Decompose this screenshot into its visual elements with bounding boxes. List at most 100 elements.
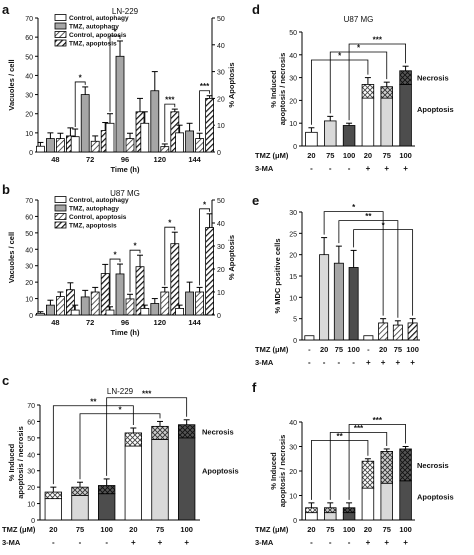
y-tick-label: 15 <box>289 274 297 281</box>
ma-value: + <box>384 538 389 547</box>
ma-value: + <box>384 164 389 173</box>
y2-axis-label: % Apoptosis <box>227 235 236 280</box>
tmz-value: 75 <box>156 525 164 534</box>
tmz-value: 20 <box>129 525 137 534</box>
tmz-row-label: TMZ (μM) <box>2 525 36 534</box>
bar <box>160 146 170 153</box>
tmz-value: 20 <box>307 525 315 534</box>
y-axis-label: % MDC positive cells <box>273 238 282 313</box>
x-tick-label: 48 <box>51 318 59 327</box>
tmz-value: 20 <box>320 345 328 354</box>
bar <box>363 335 374 341</box>
significance-bracket <box>199 90 210 132</box>
bar <box>185 291 195 316</box>
significance-label: *** <box>165 96 175 105</box>
significance-label: * <box>118 405 122 414</box>
bar-apoptosis <box>324 512 337 521</box>
ma-value: - <box>310 164 313 173</box>
y-tick-label: 10 <box>27 502 35 509</box>
x-tick-label: 96 <box>121 155 129 164</box>
y-tick-label: 60 <box>25 214 33 221</box>
bar-necrosis <box>399 448 412 482</box>
y-tick-label: 40 <box>25 247 33 254</box>
y-tick-label: 20 <box>289 253 297 260</box>
y-tick-label: 60 <box>25 35 33 42</box>
y2-tick-label: 50 <box>217 16 225 23</box>
bar-necrosis <box>399 70 412 85</box>
bar <box>56 138 65 153</box>
significance-label: ** <box>90 397 97 406</box>
bar-apoptosis <box>305 131 318 147</box>
tmz-value: 20 <box>379 345 387 354</box>
significance-bracket <box>199 208 210 286</box>
bar-apoptosis <box>361 487 375 521</box>
tmz-row-label: TMZ (μM) <box>255 525 289 534</box>
tmz-value: 75 <box>76 525 84 534</box>
significance-bracket <box>109 35 121 112</box>
significance-label: * <box>168 219 172 228</box>
legend-label: TMZ, apoptosis <box>69 41 117 48</box>
y-tick-label: 50 <box>289 30 297 37</box>
legend-label: Control, apoptosis <box>69 214 127 221</box>
ma-value: + <box>403 538 408 547</box>
bar <box>407 322 418 341</box>
significance-bracket <box>109 258 121 305</box>
tmz-value: 20 <box>307 151 315 160</box>
y-tick-label: 0 <box>29 313 33 320</box>
tmz-value: 75 <box>335 345 343 354</box>
significance-label: *** <box>373 416 383 425</box>
ma-value: - <box>79 538 82 547</box>
bar-necrosis <box>98 485 116 495</box>
y-tick-label: 70 <box>27 403 35 410</box>
y2-tick-label: 50 <box>217 198 225 205</box>
y2-tick-label: 20 <box>217 96 225 103</box>
bar-apoptosis <box>342 125 356 147</box>
y2-axis-label: % Apoptosis <box>227 62 236 107</box>
y-tick-label: 50 <box>25 54 33 61</box>
y-tick-label: 20 <box>25 112 33 119</box>
y-tick-label: 30 <box>289 76 297 83</box>
legend-swatch <box>54 14 67 21</box>
y-axis-label: apoptosis / necrosis <box>16 426 25 499</box>
tmz-value: 100 <box>100 525 113 534</box>
necrosis-label: Necrosis <box>202 427 234 436</box>
panel-letter: f <box>252 380 257 395</box>
necrosis-label: Necrosis <box>417 461 449 470</box>
bar-apoptosis <box>71 494 89 521</box>
bar <box>90 140 100 153</box>
y-tick-label: 0 <box>31 518 35 525</box>
significance-label: ** <box>365 212 372 221</box>
bar-apoptosis <box>151 439 169 521</box>
y-tick-label: 20 <box>289 469 297 476</box>
bar <box>36 312 45 316</box>
bar <box>36 145 45 153</box>
x-tick-label: 72 <box>86 318 94 327</box>
ma-value: + <box>396 358 401 367</box>
y-tick-label: 60 <box>27 419 35 426</box>
panel-letter: e <box>252 193 259 208</box>
bar-necrosis <box>44 491 62 500</box>
bar-necrosis <box>177 424 196 439</box>
significance-bracket <box>79 413 161 480</box>
ma-value: + <box>366 538 371 547</box>
tmz-row-label: TMZ (μM) <box>255 345 289 354</box>
bar <box>185 130 195 153</box>
ma-value: + <box>381 358 386 367</box>
ma-value: - <box>352 358 355 367</box>
y2-tick-label: 10 <box>217 123 225 130</box>
tmz-value: 100 <box>399 151 412 160</box>
tmz-value: 20 <box>364 525 372 534</box>
ma-value: + <box>131 538 136 547</box>
ma-value: + <box>366 164 371 173</box>
y2-tick-label: 40 <box>217 43 225 50</box>
y-tick-label: 70 <box>25 16 33 23</box>
legend-swatch <box>54 196 67 203</box>
bar-necrosis <box>151 425 169 440</box>
y-axis-label: % Induced <box>269 70 278 108</box>
legend-label: TMZ, autophagy <box>69 24 119 31</box>
significance-label: *** <box>373 36 383 45</box>
ma-value: - <box>338 358 341 367</box>
chart-title: LN-229 <box>107 387 134 396</box>
ma-row-label: 3-MA <box>255 538 274 547</box>
